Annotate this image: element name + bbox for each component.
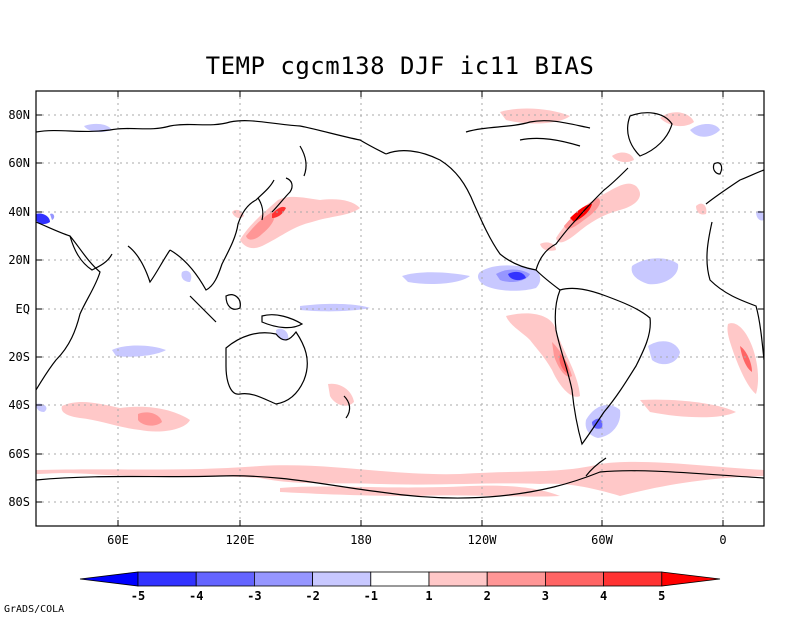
south-atlantic-cold	[648, 341, 680, 365]
colorbar-label: -4	[189, 589, 203, 603]
india-coast	[127, 245, 171, 284]
colorbar-label: 1	[425, 589, 432, 603]
axis-ticks	[36, 91, 764, 526]
antarctic-peninsula	[585, 457, 607, 477]
east-atlantic-cold	[756, 210, 764, 221]
korea-japan	[257, 177, 293, 221]
lon-label: 60W	[591, 533, 613, 547]
credit-text: GrADS/COLA	[4, 604, 65, 615]
greenland-sea-warm	[660, 112, 694, 127]
gulf-of-mexico-warm	[540, 242, 556, 251]
colorbar-label: -5	[131, 589, 145, 603]
kuroshio-warm-mid	[246, 212, 275, 240]
antarctica	[36, 470, 764, 499]
coastlines	[36, 112, 764, 499]
lon-label: 120W	[468, 533, 498, 547]
new-zealand	[343, 395, 351, 419]
labrador-warm	[612, 152, 634, 163]
south-indian-warm-core	[138, 412, 162, 426]
lat-label: 20S	[8, 350, 30, 364]
siberia-coast	[36, 120, 387, 155]
lat-label: 80N	[8, 108, 30, 122]
north-america	[385, 150, 629, 291]
south-america	[554, 287, 651, 446]
lat-label: 40N	[8, 205, 30, 219]
central-pacific-cold	[402, 272, 470, 284]
lat-label: 20N	[8, 253, 30, 267]
arctic-canada-warm	[500, 108, 570, 124]
benguela-warm-core	[740, 346, 752, 372]
colorbar-label: 2	[484, 589, 491, 603]
colorbar-swatch	[137, 571, 197, 587]
chart-title: TEMP cgcm138 DJF ic11 BIAS	[205, 52, 595, 80]
peru-warm	[506, 313, 580, 397]
colorbar-swatch	[195, 571, 255, 587]
west-indian-cold	[36, 403, 47, 412]
southern-ocean-warm-band	[36, 461, 764, 496]
sumatra	[189, 295, 217, 323]
colorbar-swatch	[253, 571, 313, 587]
argentine-cold	[585, 405, 621, 438]
lon-label: 0	[719, 533, 726, 547]
mediterranean-cold	[36, 213, 50, 225]
arctic-cold	[690, 124, 720, 137]
tropical-atlantic-cold	[631, 258, 679, 285]
africa-east-coast	[36, 221, 101, 391]
colorbar-label: 4	[600, 589, 607, 603]
kuroshio-warm-core	[272, 206, 286, 218]
lat-label: 60S	[8, 447, 30, 461]
colorbar-left-arrow	[79, 571, 139, 587]
lat-labels: 80N 60N 40N 20N EQ 20S 40S 60S 80S	[8, 108, 30, 509]
new-guinea	[261, 314, 304, 329]
colorbar: -5 -4 -3 -2 -1 1 2 3 4 5	[79, 571, 721, 603]
lon-label: 60E	[107, 533, 129, 547]
lat-label: 60N	[8, 156, 30, 170]
colorbar-swatch	[545, 571, 605, 587]
uk	[712, 162, 723, 175]
colorbar-label: -3	[247, 589, 261, 603]
eastern-tropical-pacific-cold-core	[508, 271, 526, 281]
benguela-warm	[727, 323, 759, 394]
lon-labels: 60E 120E 180 120W 60W 0	[107, 533, 726, 547]
gulf-stream-warm	[556, 183, 641, 243]
lon-label: 180	[350, 533, 372, 547]
north-pacific-warm	[240, 196, 360, 249]
colorbar-label: -2	[305, 589, 319, 603]
colorbar-swatch	[603, 571, 663, 587]
s-pacific-warm	[640, 399, 736, 418]
lat-label: 40S	[8, 398, 30, 412]
arabia-coast	[69, 235, 113, 271]
greenland	[627, 112, 673, 157]
east-asia-coast	[169, 179, 275, 291]
lat-label: EQ	[16, 302, 30, 316]
colorbar-swatch	[312, 571, 372, 587]
bias-fields	[36, 108, 764, 497]
europe-coast	[705, 169, 764, 205]
nw-pacific-cold	[181, 270, 192, 282]
colorbar-swatch	[486, 571, 546, 587]
equatorial-pacific-cold	[300, 303, 370, 312]
borneo	[225, 294, 241, 310]
colorbar-label: -1	[364, 589, 378, 603]
south-indian-cold	[112, 345, 166, 357]
australia	[225, 330, 308, 405]
colorbar-swatch	[428, 571, 488, 587]
colorbar-label: 3	[542, 589, 549, 603]
colorbar-right-arrow	[661, 571, 721, 587]
kamchatka	[299, 145, 307, 177]
lon-label: 120E	[226, 533, 255, 547]
colorbar-swatch	[370, 571, 430, 587]
lat-label: 80S	[8, 495, 30, 509]
canadian-arctic	[465, 120, 591, 147]
west-africa	[706, 221, 764, 361]
colorbar-label: 5	[658, 589, 665, 603]
mediterranean-cold-halo	[50, 213, 55, 220]
